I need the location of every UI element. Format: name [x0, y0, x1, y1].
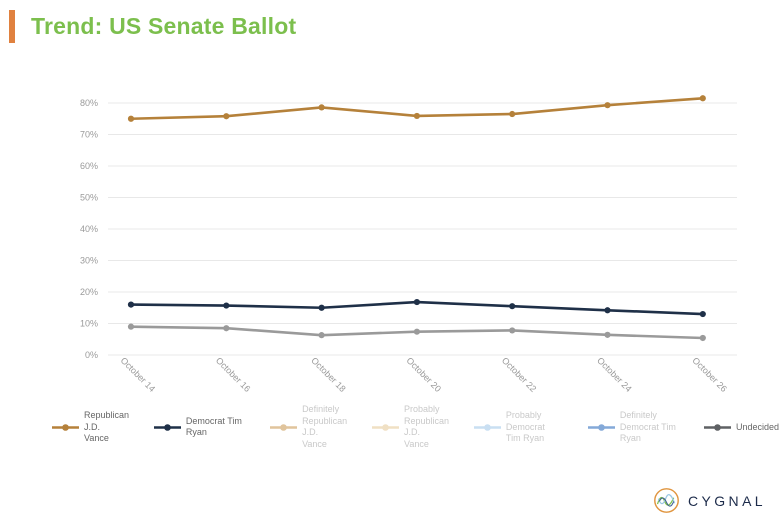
y-axis-label: 30% [80, 256, 98, 266]
legend-label: Probably Republican J.D. Vance [403, 404, 450, 450]
x-axis-label: October 14 [119, 355, 158, 394]
data-point-undecided [223, 325, 230, 332]
x-axis-label: October 18 [309, 355, 348, 394]
y-axis-label: 0% [85, 350, 98, 360]
data-point-republican-j-d-vance [127, 115, 135, 122]
cygnal-logo: CYGNAL [653, 487, 766, 514]
x-axis-label: October 24 [595, 355, 634, 394]
legend-label: Undecided [735, 421, 779, 432]
x-axis-label: October 20 [404, 355, 443, 394]
cygnal-logo-icon [654, 488, 679, 513]
y-axis-label: 40% [80, 224, 98, 234]
trend-chart: 0% 10% 20% 30% 40% 50% 60% 70% 80% October 14 Octo… [80, 95, 737, 394]
legend-item-definitely-democrat-tim-ryan[interactable]: Definitely Democrat Tim Ryan [587, 409, 687, 445]
data-point-undecided [318, 332, 325, 339]
legend-label: Democrat Tim Ryan [185, 415, 242, 438]
x-axis-label: October 16 [214, 355, 253, 394]
legend-item-probably-democrat-tim-ryan[interactable]: Probably Democrat Tim Ryan [473, 409, 571, 445]
x-axis-label: October 26 [690, 355, 729, 394]
legend-marker-icon [270, 424, 298, 431]
data-point-republican-j-d-vance [413, 112, 420, 120]
y-axis-label: 80% [80, 98, 98, 108]
y-axis-label: 50% [80, 193, 98, 203]
data-point-undecided [509, 327, 516, 334]
legend-item-democrat-tim-ryan[interactable]: Democrat Tim Ryan [153, 415, 253, 439]
legend-item-republican-j-d-vance[interactable]: Republican J.D. Vance [52, 410, 137, 445]
data-point-democrat-tim-ryan [127, 301, 135, 308]
data-point-republican-j-d-vance [604, 102, 611, 109]
cygnal-logo-text: CYGNAL [688, 492, 766, 509]
legend-label: Republican J.D. Vance [84, 409, 130, 444]
legend-marker-icon [703, 424, 731, 431]
data-point-democrat-tim-ryan [318, 304, 325, 311]
data-point-democrat-tim-ryan [223, 302, 230, 309]
data-point-republican-j-d-vance [318, 104, 325, 111]
y-axis-label: 70% [80, 130, 98, 140]
data-point-undecided [127, 323, 135, 330]
title-accent-bar [9, 10, 15, 43]
data-point-undecided [413, 328, 420, 335]
data-point-republican-j-d-vance [223, 113, 230, 120]
data-point-republican-j-d-vance [699, 95, 706, 102]
legend-label: Definitely Democrat Tim Ryan [619, 409, 676, 444]
legend-item-undecided[interactable]: Undecided [703, 421, 779, 434]
y-axis-label: 20% [80, 287, 98, 297]
legend-marker-icon [52, 424, 79, 431]
legend-label: Probably Democrat Tim Ryan [505, 409, 545, 444]
legend-marker-icon [153, 424, 181, 431]
data-point-democrat-tim-ryan [604, 307, 611, 314]
chart-legend: Republican J.D. Vance Democrat Tim Ryan De… [0, 404, 779, 451]
data-point-undecided [604, 331, 611, 338]
trend-line-chart: 0% 10% 20% 30% 40% 50% 60% 70% 80% October 14 Octo… [80, 95, 737, 394]
page-title: Trend: US Senate Ballot [31, 13, 297, 39]
y-axis-label: 60% [80, 161, 98, 171]
legend-item-definitely-republican-j-d-vance[interactable]: Definitely Republican J.D. Vance [270, 404, 355, 451]
data-point-republican-j-d-vance [509, 110, 516, 118]
data-point-democrat-tim-ryan [509, 303, 516, 310]
legend-label: Definitely Republican J.D. Vance [302, 404, 348, 450]
data-point-democrat-tim-ryan [699, 310, 706, 318]
header: Trend: US Senate Ballot [9, 10, 296, 43]
legend-marker-icon [587, 424, 615, 431]
data-point-democrat-tim-ryan [413, 298, 420, 306]
legend-marker-icon [473, 424, 501, 431]
legend-marker-icon [371, 424, 399, 431]
legend-item-probably-republican-j-d-vance[interactable]: Probably Republican J.D. Vance [371, 404, 457, 451]
data-point-undecided [699, 334, 706, 342]
y-axis-label: 10% [80, 319, 98, 329]
x-axis-label: October 22 [500, 355, 539, 394]
